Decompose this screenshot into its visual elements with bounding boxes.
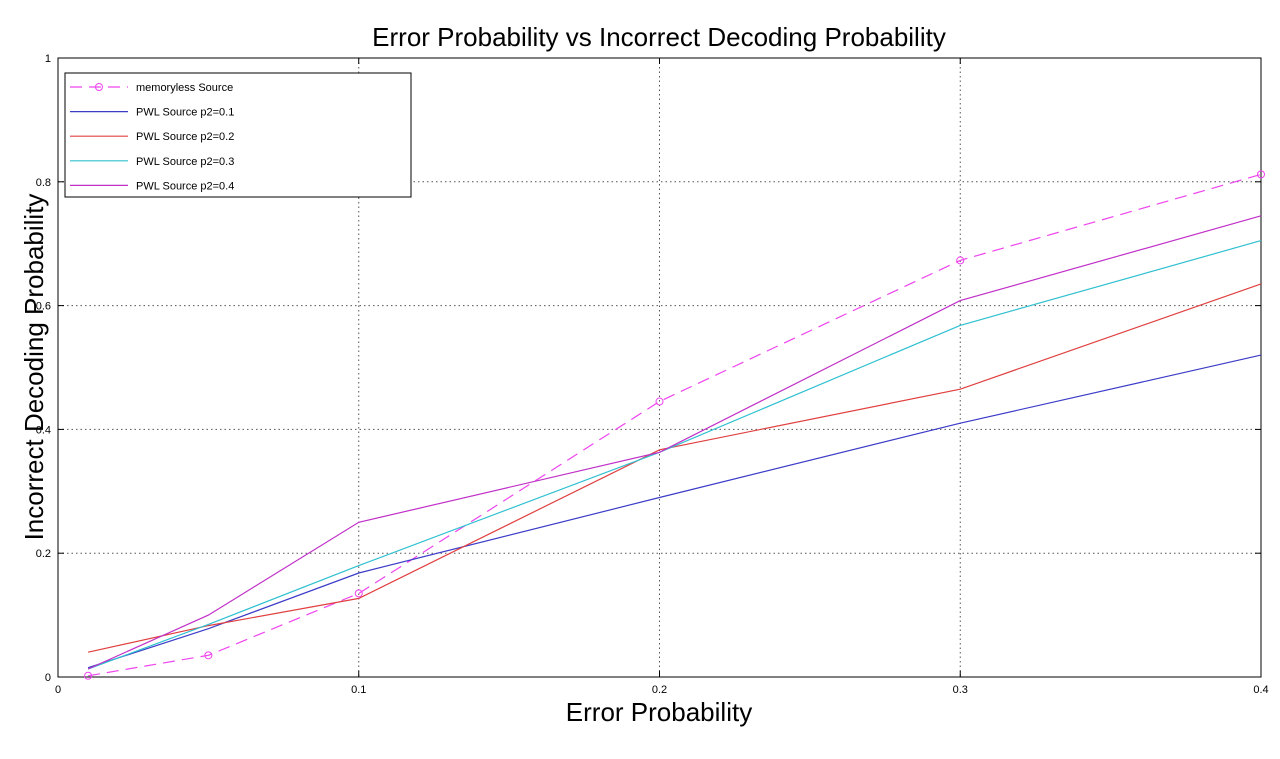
series-3	[87, 283, 1262, 653]
y-axis-label: Incorrect Decoding Probability	[19, 194, 49, 541]
y-tick-label: 0.2	[36, 548, 51, 560]
x-tick-label: 0	[55, 684, 61, 696]
data-point	[1257, 170, 1265, 179]
legend-label: memoryless Source	[136, 82, 233, 94]
legend-label: PWL Source p2=0.1	[136, 107, 234, 119]
data-point	[956, 256, 965, 265]
x-tick-label: 0.1	[351, 684, 366, 696]
x-ticks: 0 0.1 0.2 0.3 0.4	[55, 58, 1269, 696]
legend-entry: PWL Source p2=0.4	[70, 180, 234, 192]
legend-entry: PWL Source p2=0.2	[70, 131, 234, 143]
legend-entry: PWL Source p2=0.1	[70, 107, 234, 119]
x-tick-label: 0.2	[652, 684, 667, 696]
series-line	[87, 173, 1262, 677]
y-tick-label: 0	[45, 672, 51, 684]
legend-label: PWL Source p2=0.3	[136, 156, 234, 168]
series-5	[87, 215, 1262, 670]
chart-title: Error Probability vs Incorrect Decoding …	[372, 22, 946, 52]
y-ticks: 0 0.2 0.4 0.6 0.8 1	[36, 53, 1261, 684]
data-point	[354, 589, 363, 598]
y-tick-label: 0.8	[36, 177, 51, 189]
legend-box	[64, 72, 412, 198]
x-tick-label: 0.4	[1253, 684, 1268, 696]
series-4	[87, 240, 1262, 670]
y-tick-label: 0.4	[36, 424, 51, 436]
series-line	[87, 240, 1262, 670]
series-2	[87, 354, 1262, 669]
legend-label: PWL Source p2=0.2	[136, 131, 234, 143]
legend: memoryless Source PWL Source p2=0.1 PWL So…	[64, 72, 412, 198]
series-lines	[84, 170, 1265, 680]
series-line	[87, 215, 1262, 670]
x-tick-label: 0.3	[953, 684, 968, 696]
series-line	[87, 354, 1262, 669]
data-point	[204, 651, 213, 660]
y-tick-label: 0.6	[36, 301, 51, 313]
series-1	[84, 170, 1265, 680]
legend-entry: PWL Source p2=0.3	[70, 156, 234, 168]
data-point	[84, 671, 93, 680]
data-point	[655, 397, 664, 406]
x-axis-label: Error Probability	[566, 697, 752, 727]
legend-entry: memoryless Source	[70, 82, 233, 94]
y-tick-label: 1	[45, 53, 51, 65]
legend-label: PWL Source p2=0.4	[136, 180, 234, 192]
legend-marker	[95, 83, 103, 91]
series-line	[87, 283, 1262, 653]
